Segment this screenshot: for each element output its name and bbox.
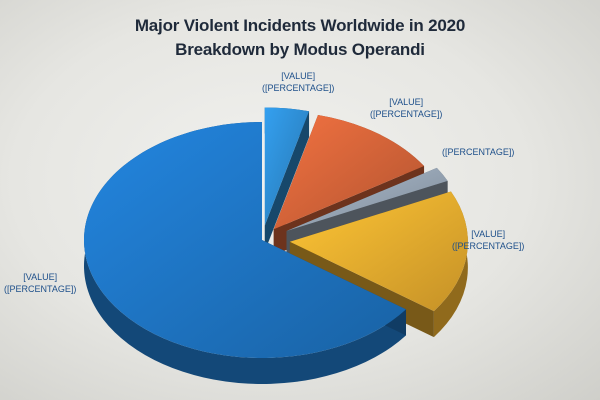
slice-4-value-label: [VALUE]: [471, 229, 506, 239]
pie-slice-3: [286, 167, 448, 232]
slice-1-percentage-label: ([PERCENTAGE]): [262, 83, 335, 93]
pie-slice-5: [83, 122, 407, 359]
slice-2-value-label: [VALUE]: [389, 97, 424, 107]
pie-slice-4: [289, 191, 468, 312]
chart-subtitle: Breakdown by Modus Operandi: [175, 40, 425, 59]
slice-5-value-label: [VALUE]: [23, 272, 58, 282]
slice-1-value-label: [VALUE]: [281, 71, 316, 81]
data-label-slice-2: [VALUE] ([PERCENTAGE]): [370, 96, 442, 120]
pie-slice-1-cut-face-2: [264, 111, 310, 252]
chart-title: Major Violent Incidents Worldwide in 202…: [134, 16, 466, 35]
slice-4-percentage-label: ([PERCENTAGE]): [452, 241, 525, 251]
data-label-slice-4: [VALUE] ([PERCENTAGE]): [452, 228, 524, 252]
pie-slice-2: [273, 114, 425, 230]
data-label-slice-3: ([PERCENTAGE]): [442, 146, 514, 158]
slice-5-percentage-label: ([PERCENTAGE]): [4, 284, 77, 294]
pie-slice-1: [264, 107, 310, 226]
slice-3-percentage-label: ([PERCENTAGE]): [442, 147, 515, 157]
pie-slice-5-side: [83, 122, 407, 385]
data-label-slice-5: [VALUE] ([PERCENTAGE]): [4, 271, 76, 295]
slice-2-percentage-label: ([PERCENTAGE]): [370, 109, 443, 119]
data-label-slice-1: [VALUE] ([PERCENTAGE]): [262, 70, 334, 94]
